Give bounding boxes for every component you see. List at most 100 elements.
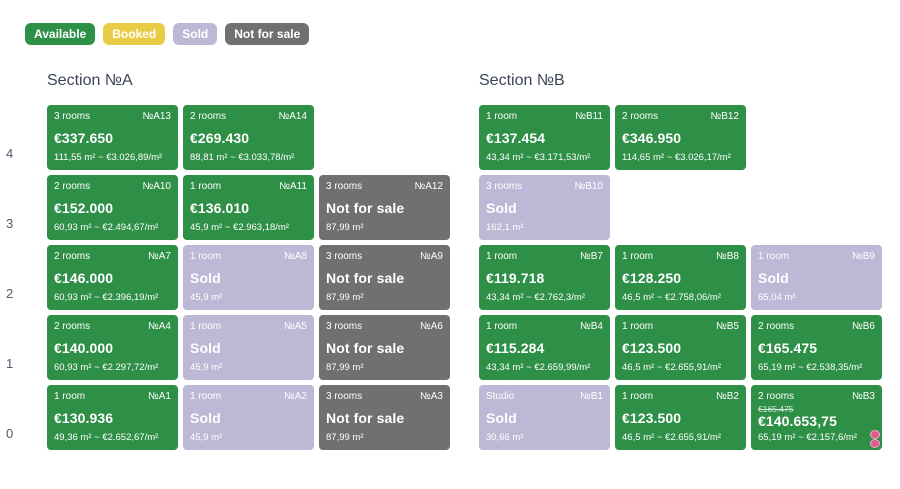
apartment-area: 65,19 m² ~ €2.157,6/m² bbox=[758, 432, 858, 443]
apartment-cell-available[interactable]: 1 room №B5 €123.500 46,5 m² ~ €2.655,91/m² bbox=[615, 315, 746, 380]
apartment-price: €136.010 bbox=[190, 200, 250, 216]
apartment-number: №B4 bbox=[580, 321, 603, 332]
apartment-cell-available[interactable]: 2 rooms №A4 €140.000 60,93 m² ~ €2.297,72/m… bbox=[47, 315, 178, 380]
apartment-rooms: 1 room bbox=[758, 251, 790, 262]
apartment-number: №A4 bbox=[148, 321, 171, 332]
section-title: Section №A bbox=[47, 72, 133, 89]
apartment-cell-sold[interactable]: 3 rooms №B10 Sold 162,1 m² bbox=[479, 175, 610, 240]
apartment-price: €128.250 bbox=[622, 270, 682, 286]
apartment-price: €115.284 bbox=[486, 340, 545, 356]
apartment-rooms: 3 rooms bbox=[326, 391, 363, 402]
apartment-rooms: Studio bbox=[486, 391, 515, 402]
apartment-area: 43,34 m² ~ €3.171,53/m² bbox=[486, 152, 591, 163]
legend-chip-sold[interactable]: Sold bbox=[173, 23, 218, 45]
apartment-number: №B3 bbox=[852, 391, 875, 402]
apartment-rooms: 1 room bbox=[622, 391, 654, 402]
apartment-rooms: 3 rooms bbox=[326, 321, 363, 332]
apartment-price: €130.936 bbox=[54, 410, 114, 426]
apartment-cell-nfs[interactable]: 3 rooms №A3 Not for sale 87,99 m² bbox=[319, 385, 450, 450]
apartment-price: €337.650 bbox=[54, 130, 114, 146]
apartment-price: €119.718 bbox=[486, 270, 545, 286]
apartment-rooms: 1 room bbox=[486, 111, 518, 122]
apartment-area: 46,5 m² ~ €2.758,06/m² bbox=[622, 292, 722, 303]
apartment-rooms: 2 rooms bbox=[758, 321, 795, 332]
apartment-rooms: 2 rooms bbox=[54, 321, 91, 332]
apartment-rooms: 3 rooms bbox=[326, 251, 363, 262]
apartment-rooms: 1 room bbox=[190, 391, 222, 402]
apartment-cell-sold[interactable]: Studio №B1 Sold 30,66 m² bbox=[479, 385, 610, 450]
apartment-area: 114,65 m² ~ €3.026,17/m² bbox=[622, 152, 731, 163]
apartment-cell-nfs[interactable]: 3 rooms №A12 Not for sale 87,99 m² bbox=[319, 175, 450, 240]
apartment-area: 162,1 m² bbox=[486, 222, 524, 233]
apartment-rooms: 1 room bbox=[486, 321, 518, 332]
apartment-price: €123.500 bbox=[622, 410, 682, 426]
apartment-cell-nfs[interactable]: 3 rooms №A9 Not for sale 87,99 m² bbox=[319, 245, 450, 310]
apartment-cell-available[interactable]: 1 room №B4 €115.284 43,34 m² ~ €2.659,99/m² bbox=[479, 315, 610, 380]
apartment-cell-available[interactable]: 2 rooms №A10 €152.000 60,93 m² ~ €2.494,67/… bbox=[47, 175, 178, 240]
apartment-cell-available[interactable]: 2 rooms №B12 €346.950 114,65 m² ~ €3.026,17… bbox=[615, 105, 746, 170]
apartment-price: €146.000 bbox=[54, 270, 114, 286]
apartment-price: Sold bbox=[758, 270, 789, 286]
apartment-area: 87,99 m² bbox=[326, 432, 364, 443]
apartment-area: 87,99 m² bbox=[326, 222, 364, 233]
apartment-price: Not for sale bbox=[326, 270, 405, 286]
apartment-rooms: 3 rooms bbox=[486, 181, 523, 192]
apartment-number: №A9 bbox=[420, 251, 443, 262]
apartment-old-price: €165.475 bbox=[758, 404, 794, 414]
legend-chip-available[interactable]: Available bbox=[25, 23, 96, 45]
apartment-cell-sold[interactable]: 1 room №A2 Sold 45,9 m² bbox=[183, 385, 314, 450]
apartment-cell-available[interactable]: 1 room №B8 €128.250 46,5 m² ~ €2.758,06/m² bbox=[615, 245, 746, 310]
apartment-number: №A10 bbox=[142, 181, 171, 192]
apartment-cell-sold[interactable]: 1 room №A8 Sold 45,9 m² bbox=[183, 245, 314, 310]
legend-chip-booked[interactable]: Booked bbox=[103, 23, 166, 45]
floor-label: 2 bbox=[6, 286, 14, 301]
apartment-rooms: 2 rooms bbox=[622, 111, 659, 122]
apartment-price: €269.430 bbox=[190, 130, 250, 146]
apartment-cell-nfs[interactable]: 3 rooms №A6 Not for sale 87,99 m² bbox=[319, 315, 450, 380]
apartment-area: 88,81 m² ~ €3.033,78/m² bbox=[190, 152, 295, 163]
apartment-price: €165.475 bbox=[758, 340, 818, 356]
apartment-rooms: 1 room bbox=[190, 251, 222, 262]
apartment-area: 45,9 m² bbox=[190, 362, 223, 373]
apartment-rooms: 3 rooms bbox=[326, 181, 363, 192]
apartment-price: €140.653,75 bbox=[758, 413, 837, 429]
apartment-number: №B5 bbox=[716, 321, 739, 332]
apartment-area: 65,04 m² bbox=[758, 292, 796, 303]
apartment-number: №B11 bbox=[575, 111, 603, 122]
apartment-rooms: 3 rooms bbox=[54, 111, 91, 122]
apartment-number: №A14 bbox=[278, 111, 307, 122]
apartment-number: №B1 bbox=[580, 391, 603, 402]
apartment-area: 87,99 m² bbox=[326, 362, 364, 373]
apartment-cell-available[interactable]: 2 rooms №A14 €269.430 88,81 m² ~ €3.033,78/… bbox=[183, 105, 314, 170]
apartment-price: Not for sale bbox=[326, 410, 405, 426]
apartment-cell-available[interactable]: 1 room №B2 €123.500 46,5 m² ~ €2.655,91/m² bbox=[615, 385, 746, 450]
apartment-cell-available[interactable]: 3 rooms №A13 €337.650 111,55 m² ~ €3.026,89… bbox=[47, 105, 178, 170]
apartment-cell-available[interactable]: 1 room №B11 €137.454 43,34 m² ~ €3.171,53/m… bbox=[479, 105, 610, 170]
apartment-area: 60,93 m² ~ €2.297,72/m² bbox=[54, 362, 159, 373]
apartment-price: €152.000 bbox=[54, 200, 114, 216]
apartment-area: 87,99 m² bbox=[326, 292, 364, 303]
apartment-area: 111,55 m² ~ €3.026,89/m² bbox=[54, 152, 163, 163]
apartment-rooms: 1 room bbox=[486, 251, 518, 262]
apartment-price: Sold bbox=[190, 340, 221, 356]
apartment-cell-sold[interactable]: 1 room №A5 Sold 45,9 m² bbox=[183, 315, 314, 380]
apartment-cell-available[interactable]: 2 rooms №B6 €165.475 65,19 m² ~ €2.538,35/m… bbox=[751, 315, 882, 380]
apartment-number: №A13 bbox=[142, 111, 171, 122]
apartment-area: 46,5 m² ~ €2.655,91/m² bbox=[622, 362, 722, 373]
apartment-area: 46,5 m² ~ €2.655,91/m² bbox=[622, 432, 722, 443]
apartment-rooms: 1 room bbox=[622, 321, 654, 332]
apartment-rooms: 1 room bbox=[190, 321, 222, 332]
apartment-cell-sold[interactable]: 1 room №B9 Sold 65,04 m² bbox=[751, 245, 882, 310]
apartment-cell-available[interactable]: 1 room №A1 €130.936 49,36 m² ~ €2.652,67/m² bbox=[47, 385, 178, 450]
apartment-cell-available[interactable]: 1 room №B7 €119.718 43,34 m² ~ €2.762,3/m² bbox=[479, 245, 610, 310]
apartment-cell-available[interactable]: 1 room №A11 €136.010 45,9 m² ~ €2.963,18/m² bbox=[183, 175, 314, 240]
apartment-price: Sold bbox=[486, 410, 517, 426]
apartment-number: №A8 bbox=[284, 251, 307, 262]
apartment-cell-available[interactable]: 2 rooms №A7 €146.000 60,93 m² ~ €2.396,19/m… bbox=[47, 245, 178, 310]
legend-chip-nfs[interactable]: Not for sale bbox=[225, 23, 310, 45]
apartment-rooms: 2 rooms bbox=[758, 391, 795, 402]
apartment-price: €346.950 bbox=[622, 130, 682, 146]
apartment-area: 60,93 m² ~ €2.396,19/m² bbox=[54, 292, 159, 303]
apartment-price: Not for sale bbox=[326, 340, 405, 356]
apartment-cell-available[interactable]: 2 rooms №B3 €165.475 €140.653,75 65,19 m² ~ … bbox=[751, 385, 882, 450]
